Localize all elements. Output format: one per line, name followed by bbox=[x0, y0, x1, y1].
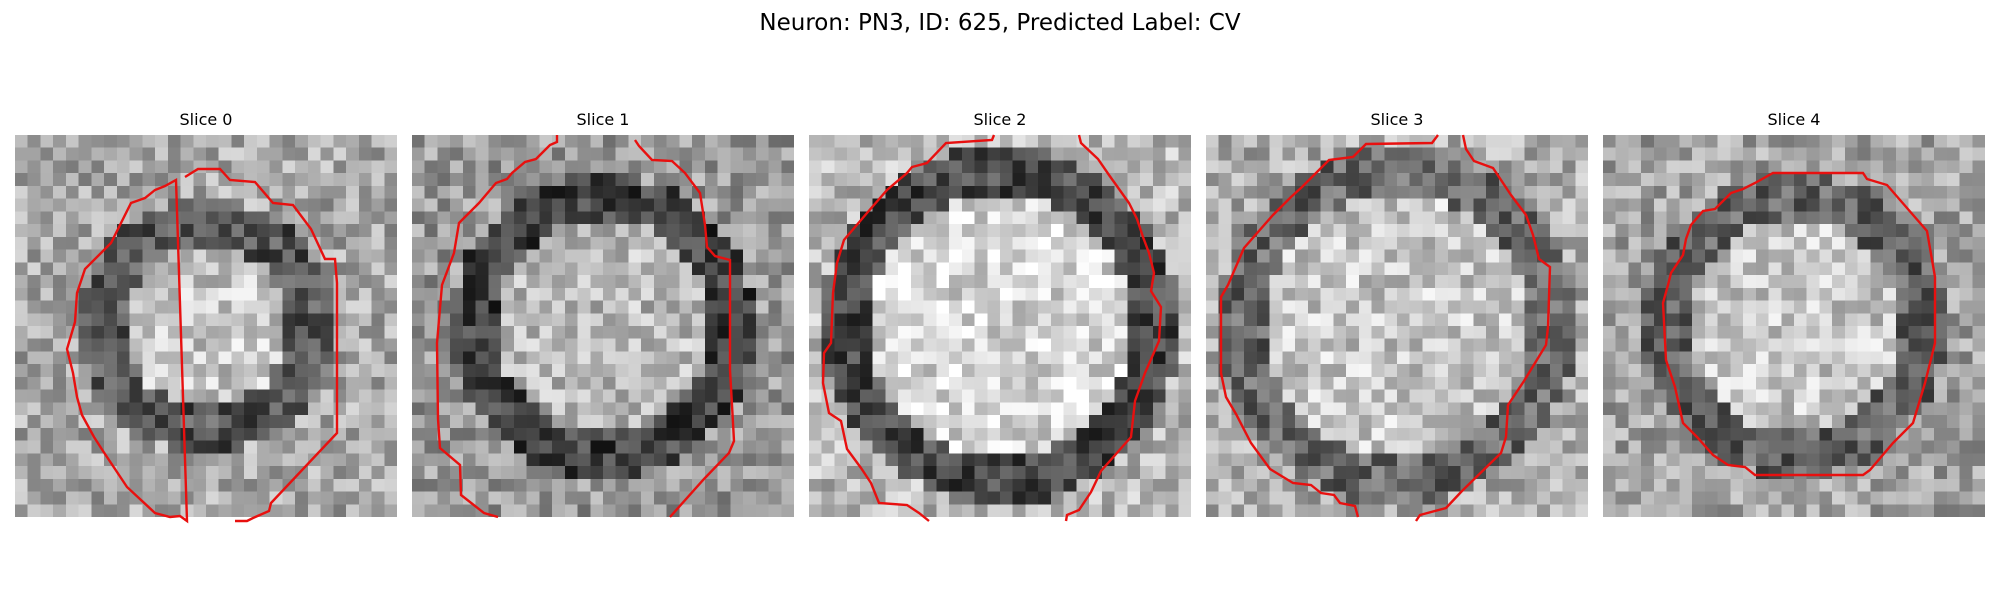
segmentation-contour bbox=[1219, 134, 1552, 522]
contour-line bbox=[821, 134, 1163, 522]
slice-image bbox=[15, 135, 397, 517]
contour-line bbox=[65, 167, 339, 524]
slice-panel-1: Slice 1 bbox=[412, 108, 794, 519]
segmentation-contour bbox=[1661, 171, 1937, 477]
slice-title: Slice 3 bbox=[1370, 110, 1424, 129]
slice-title: Slice 0 bbox=[179, 110, 233, 129]
slice-image bbox=[1603, 135, 1985, 517]
contour-line bbox=[1219, 134, 1552, 522]
segmentation-contour bbox=[821, 134, 1163, 522]
slice-panel-4: Slice 4 bbox=[1603, 108, 1985, 517]
contour-line bbox=[1661, 171, 1937, 477]
slice-title: Slice 4 bbox=[1767, 110, 1821, 129]
slice-title: Slice 2 bbox=[973, 110, 1027, 129]
segmentation-contour bbox=[435, 135, 736, 519]
contour-line bbox=[435, 135, 736, 519]
slice-panel-2: Slice 2 bbox=[809, 108, 1191, 522]
slice-image bbox=[1206, 135, 1588, 517]
slice-title: Slice 1 bbox=[576, 110, 630, 129]
segmentation-contour bbox=[65, 167, 339, 524]
slice-image bbox=[809, 135, 1191, 517]
slice-panel-3: Slice 3 bbox=[1206, 108, 1588, 522]
slice-panel-0: Slice 0 bbox=[15, 108, 397, 524]
figure-title: Neuron: PN3, ID: 625, Predicted Label: C… bbox=[759, 10, 1241, 36]
